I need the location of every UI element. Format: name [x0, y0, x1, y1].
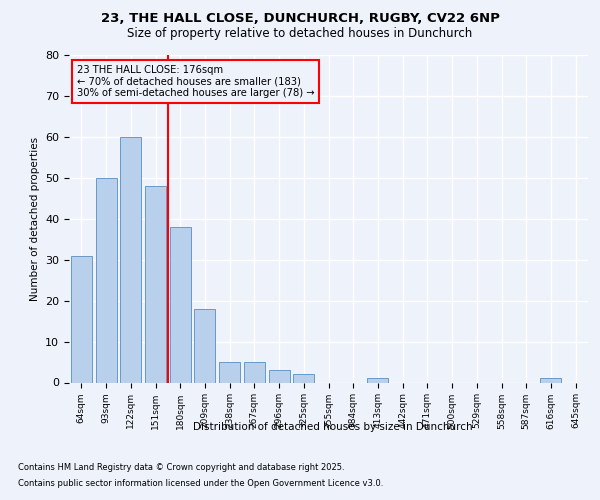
Bar	[541, 378, 562, 382]
Bar	[269, 370, 290, 382]
Text: Distribution of detached houses by size in Dunchurch: Distribution of detached houses by size …	[193, 422, 473, 432]
Bar	[145, 186, 166, 382]
Bar	[120, 137, 141, 382]
Bar	[71, 256, 92, 382]
Bar	[367, 378, 388, 382]
Text: Contains HM Land Registry data © Crown copyright and database right 2025.: Contains HM Land Registry data © Crown c…	[18, 464, 344, 472]
Bar	[293, 374, 314, 382]
Text: 23 THE HALL CLOSE: 176sqm
← 70% of detached houses are smaller (183)
30% of semi: 23 THE HALL CLOSE: 176sqm ← 70% of detac…	[77, 65, 314, 98]
Bar	[219, 362, 240, 382]
Text: Contains public sector information licensed under the Open Government Licence v3: Contains public sector information licen…	[18, 478, 383, 488]
Bar	[95, 178, 116, 382]
Bar	[194, 309, 215, 382]
Text: Size of property relative to detached houses in Dunchurch: Size of property relative to detached ho…	[127, 28, 473, 40]
Bar	[244, 362, 265, 382]
Y-axis label: Number of detached properties: Number of detached properties	[29, 136, 40, 301]
Bar	[170, 227, 191, 382]
Text: 23, THE HALL CLOSE, DUNCHURCH, RUGBY, CV22 6NP: 23, THE HALL CLOSE, DUNCHURCH, RUGBY, CV…	[101, 12, 499, 26]
